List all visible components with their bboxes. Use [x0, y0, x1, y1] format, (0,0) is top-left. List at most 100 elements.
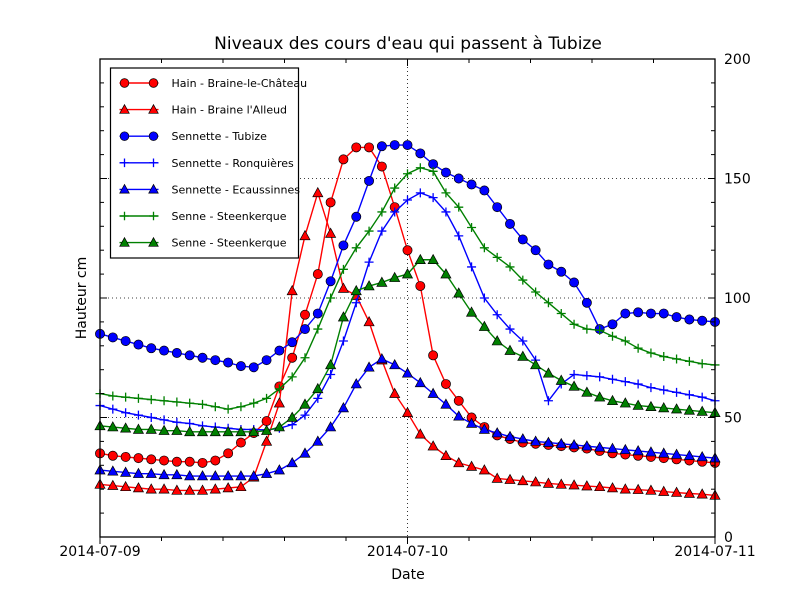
- triangle-marker: [670, 486, 683, 497]
- circle-marker: [223, 357, 234, 368]
- triangle-marker: [260, 467, 273, 478]
- triangle-marker: [696, 488, 708, 499]
- x-tick-label: 2014-07-09: [59, 544, 140, 560]
- plus-marker: [556, 309, 566, 319]
- triangle-marker: [606, 394, 619, 406]
- y-tick-label: 200: [724, 52, 751, 68]
- triangle-marker: [594, 480, 606, 492]
- plus-marker: [633, 379, 643, 389]
- circle-marker: [466, 179, 477, 190]
- circle-marker: [697, 315, 708, 326]
- triangle-marker: [132, 467, 145, 478]
- circle-marker: [312, 269, 323, 280]
- plus-marker: [608, 374, 617, 384]
- plus-marker: [300, 410, 310, 420]
- triangle-marker: [581, 480, 593, 491]
- triangle-marker: [683, 449, 695, 460]
- triangle-marker: [594, 391, 606, 402]
- legend-item-sennette-ronquieres: Sennette - Ronquières: [119, 157, 294, 170]
- circle-marker: [530, 245, 541, 256]
- circle-marker: [325, 276, 336, 287]
- plus-marker: [454, 231, 464, 241]
- circle-marker: [402, 140, 413, 150]
- plus-marker: [364, 226, 374, 236]
- triangle-marker: [145, 483, 157, 494]
- circle-marker: [184, 350, 195, 361]
- triangle-marker: [363, 280, 375, 291]
- x-axis-label: Date: [391, 567, 424, 583]
- triangle-marker: [120, 480, 132, 492]
- plus-marker: [403, 169, 412, 179]
- legend-label: Hain - Braine-le-Château: [172, 77, 308, 90]
- triangle-marker: [542, 436, 555, 447]
- legend-item-hain-braine-le-chateau: Hain - Braine-le-Château: [119, 77, 308, 90]
- plus-marker: [133, 393, 143, 403]
- triangle-marker: [555, 374, 567, 385]
- triangle-marker: [440, 449, 452, 460]
- triangle-marker: [453, 410, 465, 421]
- triangle-marker: [235, 480, 247, 492]
- triangle-marker: [312, 382, 324, 394]
- plus-marker: [518, 275, 528, 285]
- triangle-marker: [120, 422, 132, 433]
- triangle-marker: [148, 183, 159, 194]
- triangle-marker: [184, 470, 196, 481]
- legend-item-senne-steenkerque-plus: Senne - Steenkerque: [119, 210, 287, 223]
- triangle-marker: [222, 482, 234, 493]
- chart-title: Niveaux des cours d'eau qui passent à Tu…: [214, 34, 602, 54]
- circle-marker: [107, 450, 118, 461]
- legend: Hain - Braine-le-Château Hain - Braine l'…: [109, 67, 308, 259]
- triangle-marker: [260, 424, 273, 435]
- circle-marker: [364, 142, 375, 153]
- plus-marker: [120, 158, 129, 168]
- plus-marker: [120, 211, 129, 221]
- circle-marker: [556, 266, 567, 277]
- plus-marker: [467, 222, 477, 232]
- triangle-marker: [619, 397, 631, 408]
- triangle-marker: [260, 435, 273, 446]
- circle-marker: [223, 448, 234, 459]
- plus-marker: [108, 404, 118, 414]
- plus-marker: [659, 385, 669, 395]
- plus-marker: [595, 325, 605, 335]
- y-tick-label: 50: [724, 411, 742, 427]
- circle-marker: [569, 277, 580, 288]
- triangle-marker: [517, 474, 529, 486]
- triangle-marker: [530, 358, 542, 370]
- legend-item-hain-braine-alleud: Hain - Braine l'Alleud: [119, 104, 287, 117]
- circle-marker: [479, 185, 490, 196]
- plus-marker: [377, 207, 387, 217]
- triangle-marker: [530, 435, 542, 446]
- circle-marker: [171, 456, 182, 467]
- plus-marker: [236, 402, 246, 412]
- plus-marker: [620, 377, 630, 387]
- plus-marker: [672, 354, 682, 364]
- triangle-marker: [670, 403, 683, 414]
- triangle-marker: [414, 428, 426, 439]
- triangle-marker: [132, 482, 145, 493]
- triangle-marker: [171, 468, 183, 480]
- triangle-marker: [645, 446, 657, 457]
- legend-label: Sennette - Ronquières: [172, 157, 294, 170]
- circle-marker: [376, 161, 387, 172]
- triangle-marker: [337, 282, 350, 293]
- triangle-marker: [632, 483, 644, 494]
- circle-marker: [119, 78, 130, 88]
- circle-marker: [133, 453, 144, 464]
- triangle-marker: [337, 402, 350, 413]
- triangle-marker: [414, 376, 426, 388]
- plus-marker: [300, 353, 310, 363]
- triangle-marker: [414, 253, 426, 265]
- triangle-marker: [363, 361, 375, 372]
- plus-marker: [543, 298, 553, 308]
- series-sennette-ecaussinnes: [94, 353, 721, 481]
- circle-marker: [287, 352, 298, 363]
- plus-marker: [505, 324, 515, 334]
- circle-marker: [210, 455, 221, 466]
- circle-marker: [671, 312, 682, 323]
- triangle-marker: [145, 423, 157, 434]
- triangle-marker: [107, 421, 119, 432]
- triangle-marker: [440, 268, 452, 279]
